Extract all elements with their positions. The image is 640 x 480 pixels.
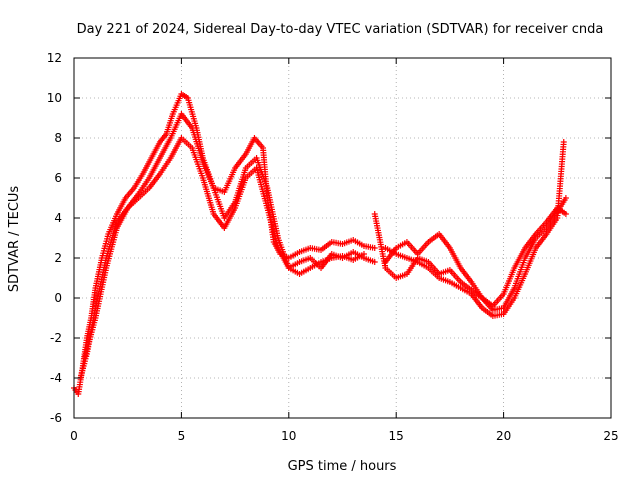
x-tick-label: 5: [178, 429, 186, 443]
x-tick-label: 0: [70, 429, 78, 443]
data-point: [371, 245, 378, 251]
y-tick-label: 6: [54, 171, 62, 185]
axis-ticks: [73, 57, 612, 419]
x-tick-label: 25: [603, 429, 618, 443]
data-point: [360, 251, 367, 257]
y-tick-label: -2: [50, 331, 62, 345]
y-tick-label: -6: [50, 411, 62, 425]
x-axis-label: GPS time / hours: [288, 459, 397, 474]
tick-labels: 0 5 10 15 20 25 -6 -4 -2 0 2 4 6 8 10 12: [47, 51, 619, 443]
y-tick-label: -4: [50, 371, 62, 385]
x-tick-label: 20: [496, 429, 511, 443]
data-point: [371, 259, 378, 265]
data-point: [562, 211, 569, 217]
x-tick-label: 15: [389, 429, 404, 443]
y-tick-label: 0: [54, 291, 62, 305]
y-tick-label: 10: [47, 91, 62, 105]
y-tick-label: 2: [54, 251, 62, 265]
data-points: [71, 91, 569, 397]
data-point: [562, 195, 569, 201]
y-tick-label: 4: [54, 211, 62, 225]
y-axis-label: SDTVAR / TECUs: [7, 186, 22, 293]
grid-lines: [74, 58, 611, 418]
data-point: [560, 139, 567, 145]
chart-title: Day 221 of 2024, Sidereal Day-to-day VTE…: [77, 22, 604, 37]
plot-frame: [73, 57, 612, 419]
x-tick-label: 10: [281, 429, 296, 443]
y-tick-label: 8: [54, 131, 62, 145]
y-tick-label: 12: [47, 51, 62, 65]
